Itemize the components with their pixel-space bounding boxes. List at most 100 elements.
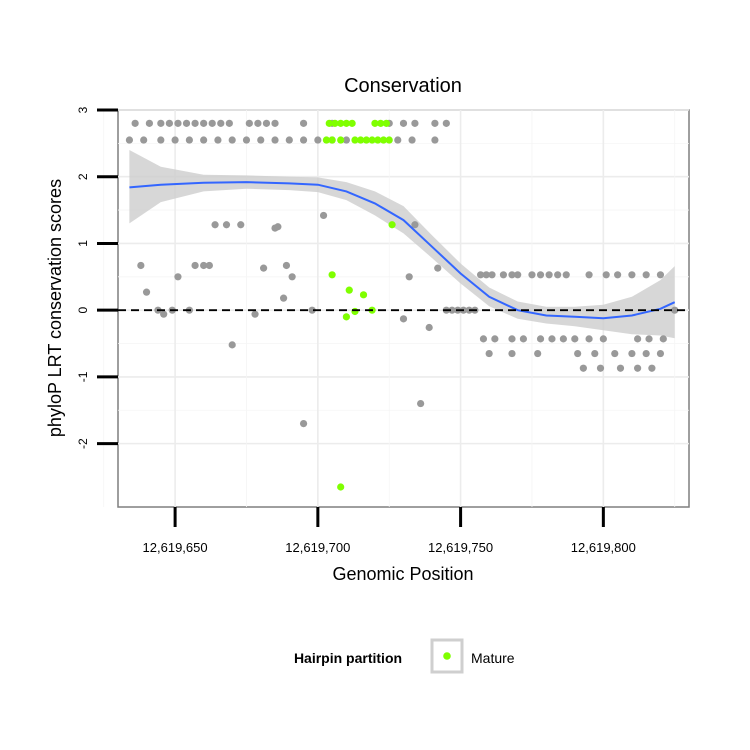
other-point <box>485 349 493 358</box>
x-tick-label: 12,619,700 <box>285 540 350 555</box>
axes-layer: -2 -1 0 1 2 3 12,619,650 12,619,700 12,619,750 12… <box>76 106 636 555</box>
other-point <box>208 119 216 127</box>
legend: Hairpin partition Mature <box>294 638 515 674</box>
other-point <box>545 271 553 279</box>
other-point <box>171 136 179 144</box>
other-point <box>536 271 545 279</box>
other-point <box>528 271 536 279</box>
other-point <box>285 136 293 144</box>
other-point <box>574 349 582 358</box>
other-point <box>648 364 656 372</box>
confidence-band-layer <box>129 150 675 339</box>
x-tick-label: 12,619,800 <box>571 540 636 555</box>
mature-point <box>331 119 339 127</box>
other-point <box>211 221 219 229</box>
other-point <box>200 136 208 144</box>
other-point <box>411 221 419 229</box>
other-point <box>237 221 245 229</box>
mature-point <box>379 136 388 144</box>
y-tick-label: 0 <box>76 307 90 314</box>
other-point <box>536 335 545 343</box>
y-axis-title: phyloP LRT conservation scores <box>45 179 65 437</box>
mature-point <box>345 286 353 294</box>
x-tick-label: 12,619,750 <box>428 540 493 555</box>
mature-point <box>382 119 390 127</box>
other-point <box>671 306 679 314</box>
other-point <box>628 349 636 358</box>
other-point <box>596 364 605 372</box>
other-point <box>408 136 416 144</box>
other-point <box>599 335 607 343</box>
other-point <box>160 310 168 318</box>
other-point <box>205 261 213 270</box>
other-point <box>499 271 508 279</box>
other-point <box>271 119 279 127</box>
other-point <box>140 136 148 144</box>
mature-point <box>328 271 336 279</box>
other-point <box>299 119 308 127</box>
other-point <box>656 349 665 358</box>
other-point <box>448 306 456 314</box>
other-point <box>491 335 499 343</box>
mature-point <box>371 119 379 127</box>
other-point <box>614 271 622 279</box>
legend-title: Hairpin partition <box>294 650 402 666</box>
other-point <box>142 288 151 296</box>
other-point <box>548 335 556 343</box>
mature-point <box>351 136 359 144</box>
other-point <box>411 119 419 127</box>
mature-point <box>385 136 393 144</box>
other-point <box>319 211 328 220</box>
other-point <box>254 119 262 127</box>
other-point <box>431 119 439 127</box>
other-point <box>656 271 665 279</box>
other-point <box>585 335 593 343</box>
other-point <box>200 119 208 127</box>
mature-point <box>362 136 370 144</box>
smooth-fit-layer <box>129 181 676 320</box>
y-tick-label: 3 <box>76 106 90 113</box>
other-point <box>571 335 579 343</box>
legend-label-mature: Mature <box>471 650 515 666</box>
other-point <box>342 136 350 144</box>
other-point <box>174 273 182 281</box>
other-point <box>299 136 308 144</box>
other-point <box>659 335 667 343</box>
other-point <box>611 349 619 358</box>
other-point <box>634 364 642 372</box>
other-point <box>399 119 408 127</box>
mature-point <box>328 136 336 144</box>
mature-point <box>388 221 396 229</box>
other-point <box>260 264 268 272</box>
mature-point <box>325 119 333 127</box>
other-point <box>514 271 522 279</box>
other-point <box>314 136 322 144</box>
other-point <box>591 349 599 358</box>
mature-point <box>342 119 350 127</box>
other-point <box>257 136 265 144</box>
mature-point <box>368 136 376 144</box>
legend-key-mature <box>443 652 451 660</box>
other-point <box>585 271 593 279</box>
other-point <box>131 119 139 127</box>
other-point <box>579 364 587 372</box>
other-point <box>508 271 516 279</box>
other-point <box>282 261 291 270</box>
mature-point <box>322 136 331 144</box>
y-tick-label: -2 <box>76 438 90 449</box>
other-point <box>405 273 413 281</box>
other-point <box>425 323 433 332</box>
other-point <box>165 119 173 127</box>
other-point <box>642 271 650 279</box>
other-point <box>534 349 542 358</box>
other-point <box>251 310 259 318</box>
y-tick-label: 2 <box>76 173 90 180</box>
mature-point <box>342 313 350 321</box>
mature-point <box>348 119 356 127</box>
other-point <box>634 335 642 343</box>
other-point <box>519 335 528 343</box>
other-point <box>262 119 271 127</box>
other-point <box>394 136 402 144</box>
mature-point <box>337 483 345 491</box>
